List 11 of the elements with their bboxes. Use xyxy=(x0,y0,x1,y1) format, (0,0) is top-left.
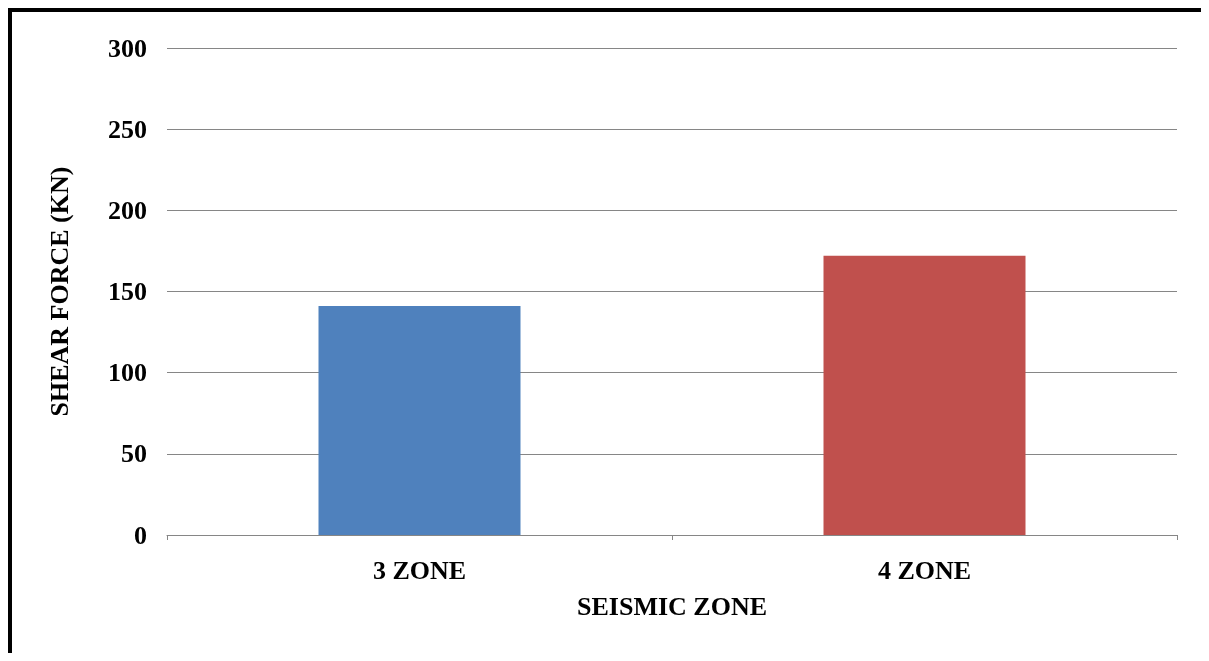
y-tick-label: 0 xyxy=(134,520,147,550)
y-tick-label: 150 xyxy=(108,277,147,306)
y-tick-label: 50 xyxy=(121,439,147,469)
x-tick-label: 3 ZONE xyxy=(372,555,467,585)
y-tick-label: 100 xyxy=(108,358,147,388)
y-tick-label: 250 xyxy=(108,114,147,144)
y-tick-label: 200 xyxy=(108,195,147,225)
x-axis-title: SEISMIC ZONE xyxy=(577,591,767,621)
y-axis-title: SHEAR FORCE (KN) xyxy=(44,166,74,417)
x-tick-label: 4 ZONE xyxy=(877,555,972,585)
y-tick-label: 300 xyxy=(108,33,147,63)
